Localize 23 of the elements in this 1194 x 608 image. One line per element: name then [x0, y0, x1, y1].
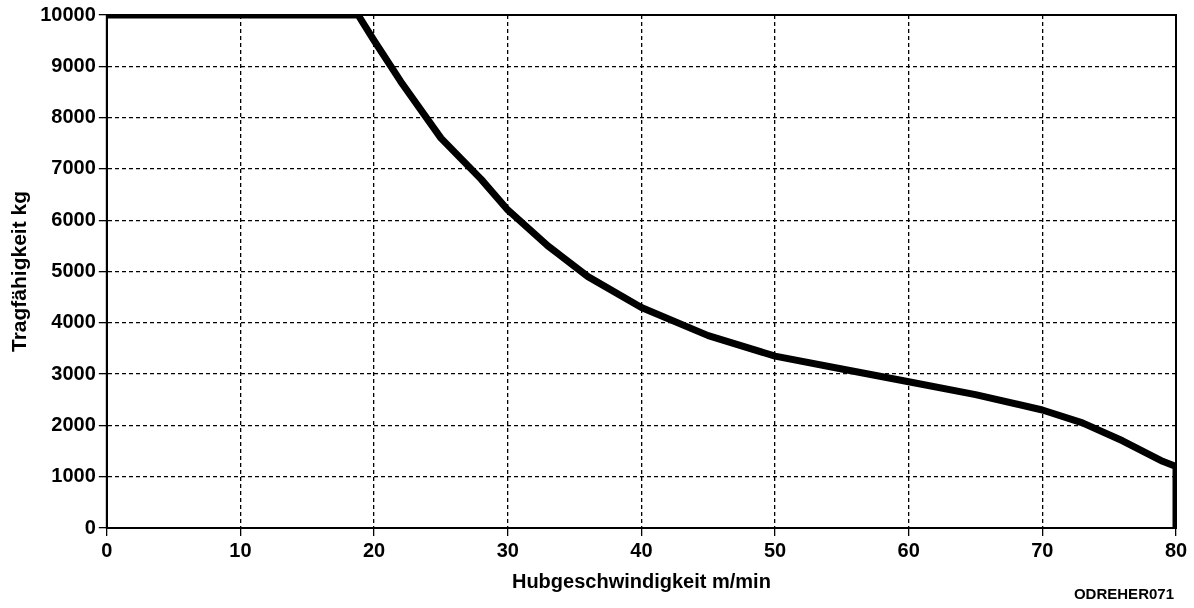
x-axis-title: Hubgeschwindigkeit m/min: [511, 569, 771, 592]
x-tick-label: 20: [362, 538, 386, 561]
x-tick-label: 70: [1031, 538, 1054, 561]
x-tick-label: 50: [763, 538, 787, 561]
x-tick-label: 40: [630, 538, 653, 561]
x-tick-label: 10: [229, 538, 252, 561]
y-tick-label: 8000: [51, 105, 96, 128]
text: ODREHER071: [1073, 585, 1174, 602]
y-tick-label: 10000: [40, 2, 96, 25]
y-tick-label: 5000: [51, 259, 96, 282]
y-tick-label: 4000: [51, 310, 96, 333]
x-tick-label: 30: [496, 538, 519, 561]
y-tick-label: 6000: [51, 207, 96, 230]
y-tick-label: 3000: [51, 361, 96, 384]
y-axis-title: Tragfähigkeit kg: [7, 190, 31, 353]
y-tick-label: 7000: [51, 156, 96, 179]
y-tick-label: 1000: [51, 464, 96, 487]
x-tick-label: 80: [1164, 538, 1188, 561]
y-tick-label: 0: [84, 515, 96, 538]
y-tick-label: 9000: [51, 53, 96, 76]
y-tick-label: 2000: [51, 412, 96, 435]
x-tick-label: 60: [897, 538, 920, 561]
x-tick-label: 0: [101, 538, 113, 561]
